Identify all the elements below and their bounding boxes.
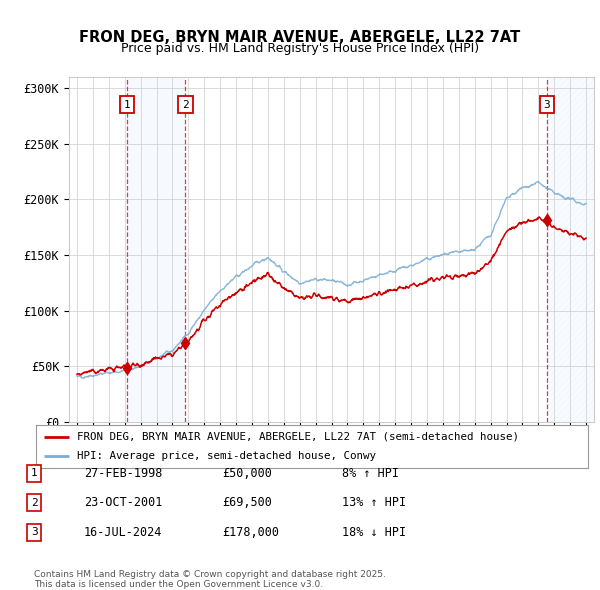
- Text: £178,000: £178,000: [222, 526, 279, 539]
- Text: 1: 1: [31, 468, 38, 478]
- Text: 18% ↓ HPI: 18% ↓ HPI: [342, 526, 406, 539]
- Text: Contains HM Land Registry data © Crown copyright and database right 2025.: Contains HM Land Registry data © Crown c…: [34, 570, 386, 579]
- Text: £69,500: £69,500: [222, 496, 272, 509]
- Text: This data is licensed under the Open Government Licence v3.0.: This data is licensed under the Open Gov…: [34, 579, 323, 589]
- Text: 23-OCT-2001: 23-OCT-2001: [84, 496, 163, 509]
- Text: 16-JUL-2024: 16-JUL-2024: [84, 526, 163, 539]
- Text: HPI: Average price, semi-detached house, Conwy: HPI: Average price, semi-detached house,…: [77, 451, 376, 461]
- Text: 3: 3: [31, 527, 38, 537]
- Bar: [547, 77, 594, 422]
- Text: 13% ↑ HPI: 13% ↑ HPI: [342, 496, 406, 509]
- Text: Price paid vs. HM Land Registry's House Price Index (HPI): Price paid vs. HM Land Registry's House …: [121, 42, 479, 55]
- Text: FRON DEG, BRYN MAIR AVENUE, ABERGELE, LL22 7AT (semi-detached house): FRON DEG, BRYN MAIR AVENUE, ABERGELE, LL…: [77, 432, 520, 442]
- Text: 3: 3: [544, 100, 550, 110]
- Text: 8% ↑ HPI: 8% ↑ HPI: [342, 467, 399, 480]
- Text: 2: 2: [31, 498, 38, 507]
- Bar: [127, 77, 185, 422]
- Text: 27-FEB-1998: 27-FEB-1998: [84, 467, 163, 480]
- Text: 1: 1: [124, 100, 130, 110]
- Text: FRON DEG, BRYN MAIR AVENUE, ABERGELE, LL22 7AT: FRON DEG, BRYN MAIR AVENUE, ABERGELE, LL…: [79, 30, 521, 45]
- Text: £50,000: £50,000: [222, 467, 272, 480]
- Text: 2: 2: [182, 100, 188, 110]
